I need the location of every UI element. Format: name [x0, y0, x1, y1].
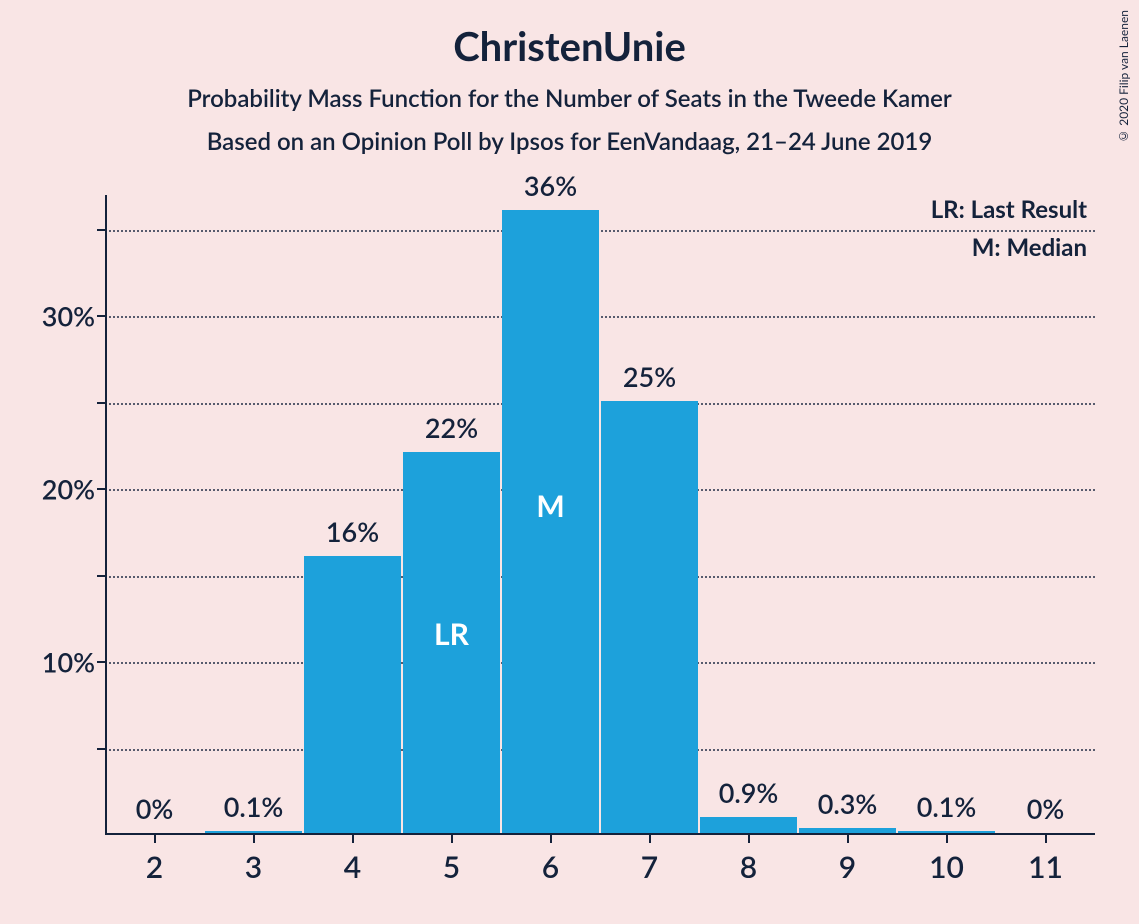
chart-subtitle-1: Probability Mass Function for the Number…	[0, 84, 1139, 113]
gridline	[105, 576, 1095, 578]
bar-value-label: 16%	[326, 515, 379, 548]
x-tick-label: 6	[542, 849, 559, 885]
chart-container: ChristenUnie Probability Mass Function f…	[0, 0, 1139, 924]
x-tick-label: 8	[740, 849, 757, 885]
x-tick-mark	[847, 835, 849, 843]
bar-value-label: 0%	[136, 792, 174, 825]
gridline	[105, 749, 1095, 751]
chart-title: ChristenUnie	[0, 0, 1139, 70]
y-tick-label: 10%	[15, 646, 95, 679]
y-tick-label: 30%	[15, 300, 95, 333]
x-tick-label: 4	[344, 849, 361, 885]
bar-value-label: 36%	[524, 169, 577, 202]
x-tick-mark	[253, 835, 255, 843]
x-tick-label: 2	[146, 849, 163, 885]
x-tick-label: 7	[641, 849, 658, 885]
bar-value-label: 22%	[425, 411, 478, 444]
y-tick-mark	[97, 488, 105, 490]
x-tick-label: 3	[245, 849, 262, 885]
bar	[799, 828, 895, 833]
gridline	[105, 662, 1095, 664]
x-tick-mark	[748, 835, 750, 843]
x-tick-label: 5	[443, 849, 460, 885]
y-tick-mark	[97, 402, 105, 404]
legend-m: M: Median	[931, 229, 1087, 267]
x-tick-mark	[946, 835, 948, 843]
y-tick-mark	[97, 315, 105, 317]
x-tick-mark	[550, 835, 552, 843]
gridline	[105, 316, 1095, 318]
x-tick-mark	[649, 835, 651, 843]
bar	[700, 817, 796, 833]
chart-plot-area: LR: Last Result M: Median 10%20%30% 0%0.…	[105, 195, 1095, 835]
y-tick-mark	[97, 229, 105, 231]
y-tick-mark	[97, 748, 105, 750]
x-tick-mark	[451, 835, 453, 843]
bar-value-label: 0.1%	[224, 790, 284, 823]
y-axis-line	[105, 195, 107, 835]
gridline	[105, 230, 1095, 232]
y-tick-mark	[97, 575, 105, 577]
y-tick-label: 20%	[15, 473, 95, 506]
bar-inner-label: M	[536, 488, 564, 524]
bar-inner-label: LR	[434, 616, 469, 652]
y-tick-mark	[97, 661, 105, 663]
gridline	[105, 403, 1095, 405]
bar	[304, 556, 400, 833]
x-tick-mark	[352, 835, 354, 843]
bar-value-label: 0.9%	[719, 776, 779, 809]
chart-subtitle-2: Based on an Opinion Poll by Ipsos for Ee…	[0, 127, 1139, 156]
x-tick-label: 9	[839, 849, 856, 885]
gridline	[105, 489, 1095, 491]
x-tick-label: 11	[1028, 849, 1063, 885]
bar-value-label: 0%	[1027, 792, 1065, 825]
bar	[205, 831, 301, 833]
x-tick-label: 10	[929, 849, 964, 885]
bar	[898, 831, 994, 833]
bar	[601, 401, 697, 833]
legend-lr: LR: Last Result	[931, 191, 1087, 229]
copyright-text: © 2020 Filip van Laenen	[1116, 10, 1131, 144]
x-tick-mark	[154, 835, 156, 843]
bar-value-label: 0.3%	[818, 787, 878, 820]
bar-value-label: 25%	[623, 360, 676, 393]
x-tick-mark	[1045, 835, 1047, 843]
bar-value-label: 0.1%	[917, 790, 977, 823]
